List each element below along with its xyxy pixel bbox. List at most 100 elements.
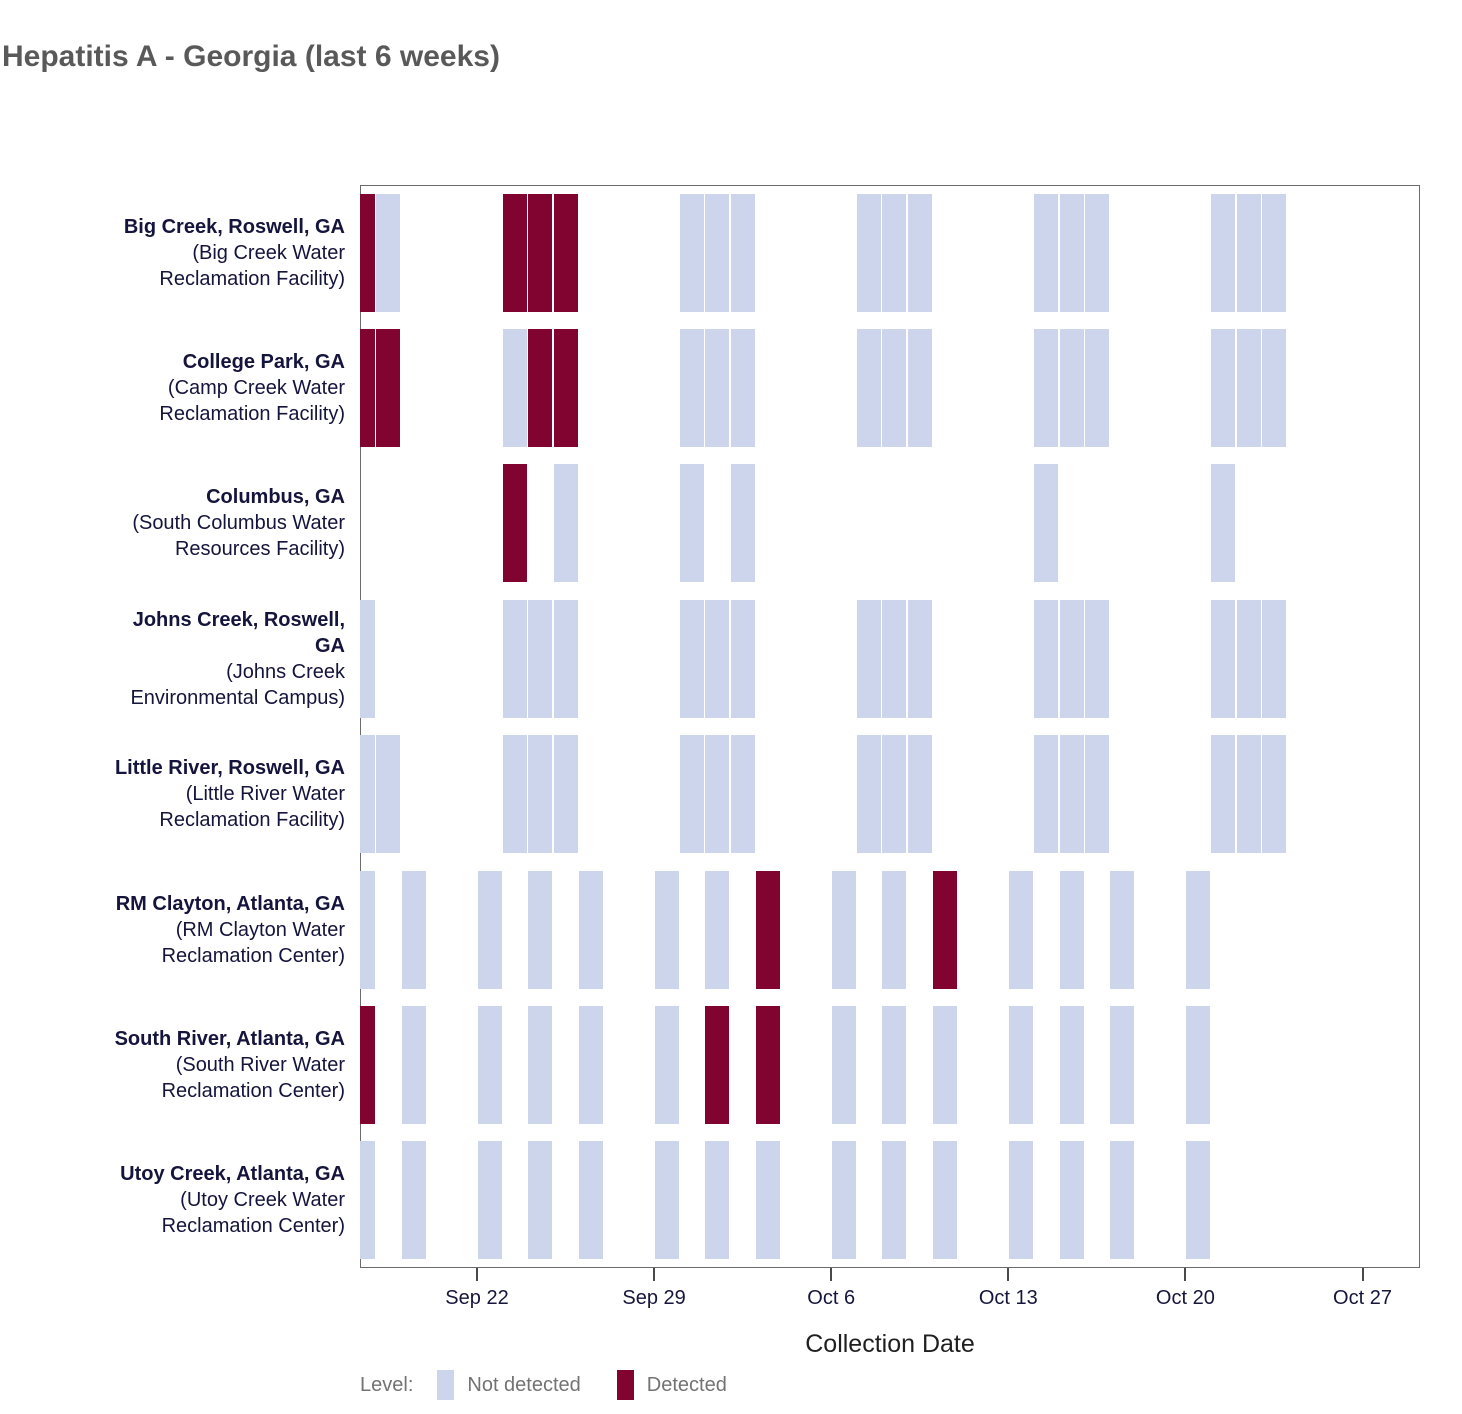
- sample-tile-not-detected[interactable]: [528, 1141, 553, 1260]
- sample-tile-not-detected[interactable]: [907, 329, 932, 448]
- sample-tile-detected[interactable]: [755, 870, 780, 989]
- sample-tile-not-detected[interactable]: [705, 1141, 730, 1260]
- sample-tile-detected[interactable]: [360, 329, 376, 448]
- sample-tile-detected[interactable]: [502, 464, 527, 583]
- sample-tile-not-detected[interactable]: [882, 329, 907, 448]
- sample-tile-not-detected[interactable]: [502, 329, 527, 448]
- sample-tile-not-detected[interactable]: [376, 193, 401, 312]
- sample-tile-not-detected[interactable]: [528, 599, 553, 718]
- sample-tile-not-detected[interactable]: [730, 329, 755, 448]
- sample-tile-not-detected[interactable]: [360, 735, 376, 854]
- sample-tile-not-detected[interactable]: [1261, 599, 1286, 718]
- sample-tile-not-detected[interactable]: [680, 464, 704, 583]
- sample-tile-not-detected[interactable]: [401, 870, 426, 989]
- sample-tile-not-detected[interactable]: [1034, 735, 1059, 854]
- sample-tile-not-detected[interactable]: [907, 193, 932, 312]
- sample-tile-not-detected[interactable]: [730, 735, 755, 854]
- sample-tile-not-detected[interactable]: [1261, 735, 1286, 854]
- sample-tile-not-detected[interactable]: [1261, 193, 1286, 312]
- sample-tile-not-detected[interactable]: [1110, 1141, 1135, 1260]
- sample-tile-not-detected[interactable]: [1008, 1005, 1033, 1124]
- sample-tile-not-detected[interactable]: [933, 1141, 957, 1260]
- sample-tile-not-detected[interactable]: [477, 1141, 502, 1260]
- sample-tile-not-detected[interactable]: [1059, 1005, 1084, 1124]
- sample-tile-not-detected[interactable]: [1008, 1141, 1033, 1260]
- sample-tile-not-detected[interactable]: [933, 1005, 957, 1124]
- sample-tile-not-detected[interactable]: [477, 1005, 502, 1124]
- sample-tile-not-detected[interactable]: [1084, 193, 1109, 312]
- sample-tile-detected[interactable]: [553, 329, 578, 448]
- sample-tile-detected[interactable]: [360, 1005, 376, 1124]
- sample-tile-detected[interactable]: [755, 1005, 780, 1124]
- sample-tile-not-detected[interactable]: [1211, 329, 1236, 448]
- sample-tile-not-detected[interactable]: [831, 1005, 856, 1124]
- sample-tile-not-detected[interactable]: [1236, 599, 1261, 718]
- sample-tile-not-detected[interactable]: [680, 599, 704, 718]
- sample-tile-not-detected[interactable]: [1186, 1141, 1210, 1260]
- sample-tile-not-detected[interactable]: [1110, 870, 1135, 989]
- sample-tile-not-detected[interactable]: [578, 870, 603, 989]
- sample-tile-not-detected[interactable]: [528, 735, 553, 854]
- sample-tile-not-detected[interactable]: [1186, 870, 1210, 989]
- sample-tile-not-detected[interactable]: [477, 870, 502, 989]
- sample-tile-not-detected[interactable]: [857, 735, 882, 854]
- sample-tile-detected[interactable]: [705, 1005, 730, 1124]
- sample-tile-not-detected[interactable]: [1034, 464, 1059, 583]
- sample-tile-not-detected[interactable]: [730, 599, 755, 718]
- sample-tile-detected[interactable]: [376, 329, 401, 448]
- sample-tile-not-detected[interactable]: [1186, 1005, 1210, 1124]
- sample-tile-not-detected[interactable]: [654, 1005, 679, 1124]
- sample-tile-not-detected[interactable]: [654, 870, 679, 989]
- sample-tile-not-detected[interactable]: [1110, 1005, 1135, 1124]
- sample-tile-not-detected[interactable]: [553, 599, 578, 718]
- sample-tile-not-detected[interactable]: [705, 735, 730, 854]
- sample-tile-not-detected[interactable]: [1059, 870, 1084, 989]
- sample-tile-not-detected[interactable]: [1059, 193, 1084, 312]
- sample-tile-not-detected[interactable]: [705, 193, 730, 312]
- sample-tile-not-detected[interactable]: [1059, 329, 1084, 448]
- sample-tile-not-detected[interactable]: [882, 193, 907, 312]
- sample-tile-detected[interactable]: [528, 329, 553, 448]
- sample-tile-not-detected[interactable]: [360, 870, 376, 989]
- sample-tile-not-detected[interactable]: [680, 735, 704, 854]
- sample-tile-not-detected[interactable]: [831, 1141, 856, 1260]
- sample-tile-not-detected[interactable]: [578, 1141, 603, 1260]
- sample-tile-not-detected[interactable]: [882, 1005, 907, 1124]
- sample-tile-not-detected[interactable]: [680, 329, 704, 448]
- sample-tile-not-detected[interactable]: [705, 329, 730, 448]
- sample-tile-not-detected[interactable]: [1261, 329, 1286, 448]
- sample-tile-not-detected[interactable]: [578, 1005, 603, 1124]
- sample-tile-not-detected[interactable]: [1084, 735, 1109, 854]
- sample-tile-not-detected[interactable]: [907, 599, 932, 718]
- sample-tile-not-detected[interactable]: [1008, 870, 1033, 989]
- sample-tile-not-detected[interactable]: [654, 1141, 679, 1260]
- sample-tile-not-detected[interactable]: [1236, 329, 1261, 448]
- sample-tile-not-detected[interactable]: [376, 735, 401, 854]
- sample-tile-not-detected[interactable]: [705, 599, 730, 718]
- sample-tile-not-detected[interactable]: [528, 1005, 553, 1124]
- sample-tile-not-detected[interactable]: [831, 870, 856, 989]
- sample-tile-not-detected[interactable]: [1084, 599, 1109, 718]
- sample-tile-not-detected[interactable]: [401, 1005, 426, 1124]
- sample-tile-not-detected[interactable]: [1034, 599, 1059, 718]
- sample-tile-not-detected[interactable]: [882, 870, 907, 989]
- sample-tile-not-detected[interactable]: [730, 193, 755, 312]
- sample-tile-not-detected[interactable]: [857, 193, 882, 312]
- sample-tile-not-detected[interactable]: [528, 870, 553, 989]
- sample-tile-not-detected[interactable]: [502, 599, 527, 718]
- sample-tile-not-detected[interactable]: [1084, 329, 1109, 448]
- sample-tile-not-detected[interactable]: [1059, 599, 1084, 718]
- sample-tile-not-detected[interactable]: [1211, 599, 1236, 718]
- sample-tile-not-detected[interactable]: [553, 464, 578, 583]
- sample-tile-detected[interactable]: [528, 193, 553, 312]
- sample-tile-not-detected[interactable]: [857, 599, 882, 718]
- sample-tile-not-detected[interactable]: [1059, 735, 1084, 854]
- sample-tile-not-detected[interactable]: [857, 329, 882, 448]
- sample-tile-not-detected[interactable]: [360, 1141, 376, 1260]
- sample-tile-not-detected[interactable]: [1236, 193, 1261, 312]
- sample-tile-not-detected[interactable]: [882, 1141, 907, 1260]
- sample-tile-detected[interactable]: [360, 193, 376, 312]
- sample-tile-detected[interactable]: [553, 193, 578, 312]
- sample-tile-not-detected[interactable]: [401, 1141, 426, 1260]
- sample-tile-not-detected[interactable]: [1034, 193, 1059, 312]
